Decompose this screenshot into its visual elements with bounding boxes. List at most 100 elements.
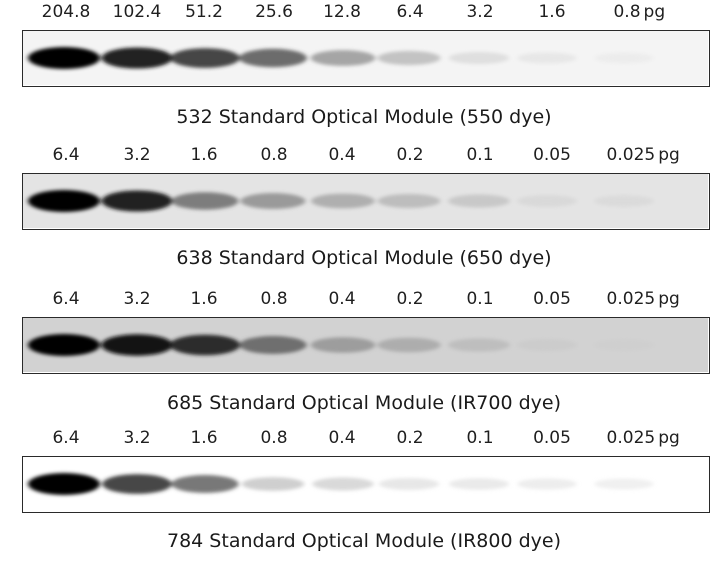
protein-band (517, 478, 577, 490)
amount-value: 0.1 (466, 145, 494, 165)
amount-value: 0.4 (328, 145, 356, 165)
amount-value: 3.2 (123, 428, 151, 448)
protein-band (101, 190, 173, 212)
lane-amount-label: 3.2 (123, 426, 150, 450)
amount-value: 0.025 (606, 289, 656, 309)
lane-amount-label: 0.4 (328, 426, 355, 450)
protein-band (449, 478, 509, 490)
unit-label: pg (658, 145, 680, 165)
protein-band (28, 190, 100, 212)
amount-value: 0.8 (613, 2, 641, 22)
lane-amount-label: 0.1 (466, 143, 493, 167)
amount-value: 0.05 (533, 289, 571, 309)
lane-amount-label: 0.025 pg (607, 143, 680, 167)
lane-amount-label: 0.05 (533, 143, 571, 167)
protein-band (241, 477, 305, 491)
lane-amount-label: 0.1 (466, 287, 493, 311)
amount-value: 3.2 (123, 289, 151, 309)
lane-amount-label: 0.1 (466, 426, 493, 450)
blot-image (22, 456, 710, 513)
amount-value: 0.05 (533, 145, 571, 165)
lane-amount-label: 0.05 (533, 426, 571, 450)
blot-image (22, 317, 710, 374)
module-caption: 638 Standard Optical Module (650 dye) (176, 247, 552, 269)
amount-value: 3.2 (466, 2, 494, 22)
lane-labels: 6.4 3.2 1.6 0.8 0.4 0.2 0.1 0.05 0.025 pg (0, 287, 728, 313)
lane-amount-label: 1.6 (190, 426, 217, 450)
protein-band (516, 338, 578, 352)
blot-svg (23, 31, 708, 85)
protein-band (239, 336, 307, 354)
protein-band (378, 478, 440, 490)
amount-value: 0.8 (260, 145, 288, 165)
amount-value: 0.1 (466, 289, 494, 309)
lane-amount-label: 1.6 (190, 287, 217, 311)
blot-panel: 6.4 3.2 1.6 0.8 0.4 0.2 0.1 0.05 0.025 pg (0, 287, 728, 427)
lane-labels: 204.8 102.4 51.2 25.6 12.8 6.4 3.2 1.6 0.8 pg (0, 0, 728, 26)
lane-amount-label: 6.4 (52, 143, 79, 167)
lane-labels: 6.4 3.2 1.6 0.8 0.4 0.2 0.1 0.05 0.025 pg (0, 426, 728, 452)
protein-band (28, 473, 100, 495)
unit-label: pg (658, 289, 680, 309)
amount-value: 0.2 (396, 428, 424, 448)
lane-amount-label: 0.8 (260, 426, 287, 450)
protein-band (448, 338, 510, 352)
lane-amount-label: 0.8 pg (613, 0, 665, 24)
amount-value: 51.2 (185, 2, 223, 22)
protein-band (594, 52, 654, 64)
lane-amount-label: 0.025 pg (607, 287, 680, 311)
unit-label: pg (643, 2, 666, 22)
protein-band (169, 334, 241, 356)
module-caption: 784 Standard Optical Module (IR800 dye) (167, 530, 561, 552)
protein-band (239, 48, 307, 68)
protein-band (310, 337, 376, 353)
protein-band (594, 478, 654, 490)
amount-value: 0.4 (328, 428, 356, 448)
blot-svg (23, 318, 708, 372)
lane-labels: 6.4 3.2 1.6 0.8 0.4 0.2 0.1 0.05 0.025 pg (0, 143, 728, 169)
amount-value: 0.8 (260, 289, 288, 309)
protein-band (517, 52, 577, 64)
lane-amount-label: 0.2 (396, 143, 423, 167)
amount-value: 102.4 (112, 2, 162, 22)
lane-amount-label: 1.6 (190, 143, 217, 167)
blot-panel: 6.4 3.2 1.6 0.8 0.4 0.2 0.1 0.05 0.025 pg (0, 426, 728, 566)
amount-value: 1.6 (190, 289, 218, 309)
protein-band (102, 474, 172, 494)
lane-amount-label: 102.4 (113, 0, 162, 24)
blot-image (22, 30, 710, 87)
lane-amount-label: 51.2 (185, 0, 223, 24)
blot-panel: 6.4 3.2 1.6 0.8 0.4 0.2 0.1 0.05 0.025 pg (0, 143, 728, 283)
protein-band (448, 52, 510, 64)
amount-value: 1.6 (538, 2, 566, 22)
protein-band (448, 194, 510, 208)
module-caption: 685 Standard Optical Module (IR700 dye) (167, 392, 561, 414)
amount-value: 1.6 (190, 145, 218, 165)
lane-amount-label: 6.4 (396, 0, 423, 24)
blot-svg (23, 174, 708, 228)
lane-amount-label: 0.025 pg (607, 426, 680, 450)
blot-panel: 204.8 102.4 51.2 25.6 12.8 6.4 3.2 1.6 0.8 pg (0, 0, 728, 140)
lane-amount-label: 6.4 (52, 426, 79, 450)
amount-value: 0.2 (396, 289, 424, 309)
protein-band (171, 192, 239, 210)
protein-band (312, 477, 374, 491)
amount-value: 0.025 (606, 428, 656, 448)
lane-amount-label: 6.4 (52, 287, 79, 311)
module-caption: 532 Standard Optical Module (550 dye) (176, 106, 552, 128)
lane-amount-label: 12.8 (323, 0, 361, 24)
blot-svg (23, 457, 708, 511)
unit-label: pg (658, 428, 680, 448)
lane-amount-label: 25.6 (255, 0, 293, 24)
amount-value: 12.8 (323, 2, 361, 22)
amount-value: 6.4 (52, 289, 80, 309)
protein-band (594, 195, 654, 207)
amount-value: 204.8 (41, 2, 91, 22)
lane-amount-label: 0.4 (328, 143, 355, 167)
lane-amount-label: 3.2 (123, 143, 150, 167)
lane-amount-label: 0.8 (260, 143, 287, 167)
protein-band (240, 193, 306, 209)
protein-band (28, 47, 100, 69)
amount-value: 6.4 (396, 2, 424, 22)
protein-band (171, 475, 239, 493)
